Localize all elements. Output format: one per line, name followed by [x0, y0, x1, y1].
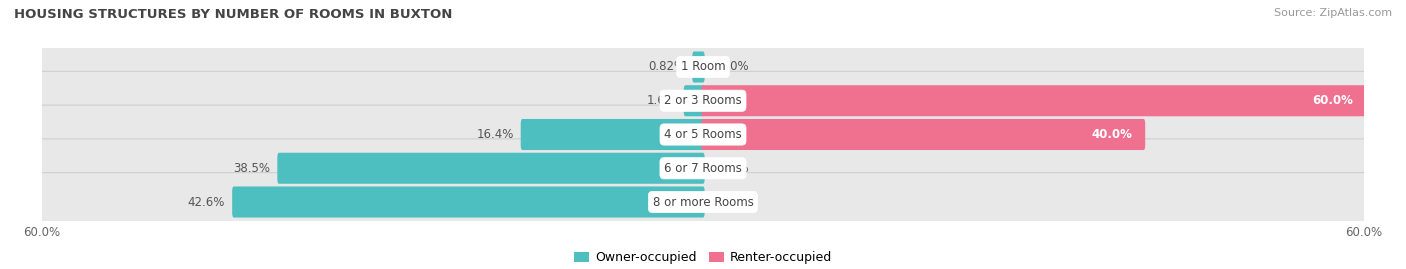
Text: 8 or more Rooms: 8 or more Rooms — [652, 196, 754, 208]
FancyBboxPatch shape — [34, 38, 1372, 96]
FancyBboxPatch shape — [692, 51, 704, 83]
FancyBboxPatch shape — [34, 173, 1372, 231]
Text: 0.0%: 0.0% — [720, 162, 749, 175]
FancyBboxPatch shape — [34, 71, 1372, 130]
Text: 0.82%: 0.82% — [648, 61, 685, 73]
Text: 42.6%: 42.6% — [187, 196, 225, 208]
Text: 0.0%: 0.0% — [720, 196, 749, 208]
Text: 1.6%: 1.6% — [647, 94, 676, 107]
Text: 40.0%: 40.0% — [1091, 128, 1133, 141]
FancyBboxPatch shape — [702, 85, 1365, 116]
FancyBboxPatch shape — [702, 119, 1146, 150]
Text: 1 Room: 1 Room — [681, 61, 725, 73]
Text: 16.4%: 16.4% — [477, 128, 513, 141]
Text: Source: ZipAtlas.com: Source: ZipAtlas.com — [1274, 8, 1392, 18]
Text: HOUSING STRUCTURES BY NUMBER OF ROOMS IN BUXTON: HOUSING STRUCTURES BY NUMBER OF ROOMS IN… — [14, 8, 453, 21]
Text: 0.0%: 0.0% — [720, 61, 749, 73]
FancyBboxPatch shape — [520, 119, 704, 150]
Text: 38.5%: 38.5% — [233, 162, 270, 175]
FancyBboxPatch shape — [683, 85, 704, 116]
FancyBboxPatch shape — [34, 105, 1372, 164]
Legend: Owner-occupied, Renter-occupied: Owner-occupied, Renter-occupied — [568, 246, 838, 269]
Text: 6 or 7 Rooms: 6 or 7 Rooms — [664, 162, 742, 175]
Text: 4 or 5 Rooms: 4 or 5 Rooms — [664, 128, 742, 141]
FancyBboxPatch shape — [34, 139, 1372, 198]
Text: 2 or 3 Rooms: 2 or 3 Rooms — [664, 94, 742, 107]
FancyBboxPatch shape — [277, 153, 704, 184]
FancyBboxPatch shape — [232, 186, 704, 218]
Text: 60.0%: 60.0% — [1312, 94, 1353, 107]
